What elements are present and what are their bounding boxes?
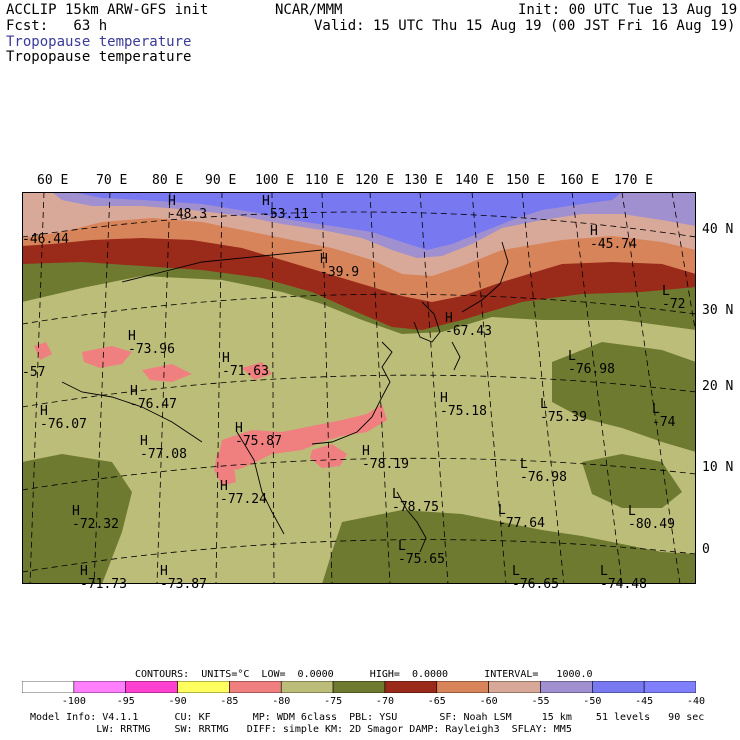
lat-label: 30 N <box>702 303 734 318</box>
contour-info: CONTOURS: UNITS=°C LOW= 0.0000 HIGH= 0.0… <box>135 669 593 680</box>
colorbar-swatch <box>643 681 696 693</box>
low-center-label: L -77.64 <box>498 503 545 531</box>
shade-minus45-band <box>72 192 622 250</box>
lat-label: 20 N <box>702 379 734 394</box>
lon-label: 170 E <box>614 173 654 188</box>
lon-label: 130 E <box>404 173 444 188</box>
tropopause-temperature-map <box>22 192 696 584</box>
colorbar-label: -80 <box>272 696 291 707</box>
shade-minus70-patches <box>22 342 696 584</box>
colorbar-swatch <box>592 681 645 693</box>
low-center-label: L -76.65 <box>512 564 559 592</box>
colorbar-swatch <box>384 681 438 693</box>
high-center-label: H -77.24 <box>220 479 267 507</box>
high-center-label: H -75.18 <box>440 391 487 419</box>
high-center-label: H -45.74 <box>590 224 637 252</box>
lon-label: 160 E <box>560 173 600 188</box>
colorbar-label: -85 <box>220 696 239 707</box>
colorbar-label: -95 <box>116 696 135 707</box>
colorbar-swatch <box>436 681 489 693</box>
high-center-label: H -71.63 <box>222 351 269 379</box>
high-center-label: H -75.87 <box>235 421 282 449</box>
high-center-label: H -72.32 <box>72 504 119 532</box>
colorbar-swatch <box>540 681 593 693</box>
colorbar-swatch <box>229 681 282 693</box>
colorbar-label: -65 <box>427 696 446 707</box>
high-center-label: H -73.87 <box>160 564 207 592</box>
colorbar-label: -45 <box>635 696 654 707</box>
high-center-label: H -77.08 <box>140 434 187 462</box>
low-center-label: L -72 <box>662 284 686 312</box>
field-title-contour: Tropopause temperature <box>6 49 192 65</box>
model-info-line1: Model Info: V4.1.1 CU: KF MP: WDM 6class… <box>30 712 705 723</box>
model-info-line2: LW: RRTMG SW: RRTMG DIFF: simple KM: 2D … <box>30 724 572 735</box>
colorbar-swatch <box>22 681 75 693</box>
lon-label: 110 E <box>305 173 345 188</box>
colorbar-label: -40 <box>687 696 706 707</box>
field-title-shaded: Tropopause temperature <box>6 34 192 50</box>
model-title: ACCLIP 15km ARW-GFS init <box>6 2 209 18</box>
lon-label: 90 E <box>205 173 237 188</box>
high-center-label: H -48.3 <box>168 194 208 222</box>
colorbar-swatch <box>73 681 126 693</box>
coastlines <box>61 241 509 553</box>
high-center-label: H -67.43 <box>445 311 492 339</box>
low-center-label: L -80.49 <box>628 504 675 532</box>
high-center-label: H -39.9 <box>320 252 360 280</box>
lon-label: 80 E <box>152 173 184 188</box>
lon-label: 140 E <box>455 173 495 188</box>
forecast-hour: Fcst: 63 h <box>6 18 108 34</box>
low-center-label: L -76.98 <box>520 457 567 485</box>
colorbar <box>22 681 696 693</box>
colorbar-label: -60 <box>479 696 498 707</box>
colorbar-swatch <box>488 681 541 693</box>
colorbar-swatch <box>125 681 178 693</box>
low-center-label: L -75.39 <box>540 397 587 425</box>
high-center-label: H -76.47 <box>130 384 177 412</box>
colorbar-swatch <box>177 681 230 693</box>
lon-label: 150 E <box>506 173 546 188</box>
low-center-label: L -74.48 <box>600 564 647 592</box>
colorbar-label: -100 <box>61 696 86 707</box>
valid-time: Valid: 15 UTC Thu 15 Aug 19 (00 JST Fri … <box>314 18 736 34</box>
colorbar-label: -75 <box>324 696 343 707</box>
colorbar-label: -55 <box>531 696 550 707</box>
low-center-label: L -76.98 <box>568 349 615 377</box>
high-center-label: H -71.73 <box>80 564 127 592</box>
value-label: -46.44 <box>22 232 69 247</box>
low-center-label: L -75.65 <box>398 539 445 567</box>
lon-label: 100 E <box>255 173 295 188</box>
lat-label: 0 <box>702 542 710 557</box>
value-label: -57 <box>22 365 46 380</box>
high-center-label: H -76.07 <box>40 404 87 432</box>
lon-label: 70 E <box>96 173 128 188</box>
high-center-label: H -73.96 <box>128 329 175 357</box>
init-time: Init: 00 UTC Tue 13 Aug 19 <box>518 2 738 18</box>
colorbar-label: -90 <box>168 696 187 707</box>
low-center-label: L -74 <box>652 402 676 430</box>
low-center-label: L -78.75 <box>392 487 439 515</box>
lat-label: 10 N <box>702 460 734 475</box>
center-label: NCAR/MMM <box>275 2 343 18</box>
high-center-label: H -53.11 <box>262 194 309 222</box>
high-center-label: H -78.19 <box>362 444 409 472</box>
colorbar-swatch <box>332 681 386 693</box>
graticule <box>22 192 696 584</box>
lon-label: 60 E <box>37 173 69 188</box>
colorbar-swatch <box>280 681 334 693</box>
lon-label: 120 E <box>355 173 395 188</box>
colorbar-label: -70 <box>375 696 394 707</box>
lat-label: 40 N <box>702 222 734 237</box>
colorbar-label: -50 <box>583 696 602 707</box>
